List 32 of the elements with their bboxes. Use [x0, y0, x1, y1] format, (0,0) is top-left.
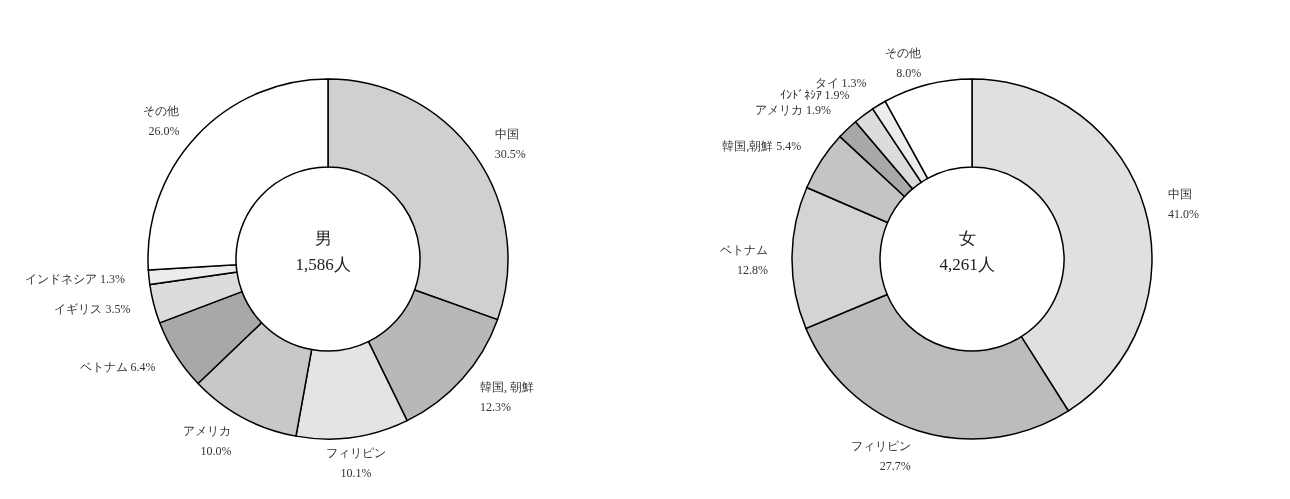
- data-label: 1.9%: [805, 103, 831, 118]
- slice-label: アメリカ: [183, 423, 232, 438]
- text: 4,261人: [939, 254, 995, 274]
- slice-label: その他: [143, 104, 180, 119]
- data-label: 3.5%: [105, 301, 131, 316]
- data-label: 27.7%: [879, 458, 911, 473]
- slice-label: フィリピン: [850, 438, 911, 453]
- text: 男: [314, 228, 332, 248]
- slice-label: アメリカ: [754, 103, 803, 118]
- text: 女: [958, 228, 976, 248]
- slice-label: イギリス: [54, 301, 103, 316]
- slice-label: 韓国, 朝鮮: [480, 379, 535, 394]
- data-label: 8.0%: [896, 66, 922, 81]
- data-label: 10.1%: [340, 466, 372, 481]
- slice-label: ベトナム: [79, 359, 128, 374]
- data-label: 41.0%: [1167, 207, 1199, 222]
- text: 1,586人: [295, 254, 351, 274]
- slice-label: 中国: [1167, 187, 1192, 202]
- slice-label: その他: [885, 46, 922, 61]
- data-label: 1.3%: [100, 271, 126, 286]
- data-label: 26.0%: [148, 124, 180, 139]
- data-label: 6.4%: [130, 359, 156, 374]
- data-label: 10.0%: [200, 443, 232, 458]
- slice-label: ベトナム: [720, 242, 768, 257]
- slice-label: フィリピン: [326, 446, 387, 461]
- data-label: 5.4%: [776, 139, 802, 154]
- data-label: 30.5%: [494, 146, 526, 161]
- data-label: 12.3%: [480, 399, 512, 414]
- slice-label: 中国: [494, 126, 519, 141]
- slice-label: インドネシア: [25, 271, 98, 286]
- data-label: 12.8%: [737, 262, 768, 277]
- slice-label: 韓国,朝鮮: [722, 139, 774, 154]
